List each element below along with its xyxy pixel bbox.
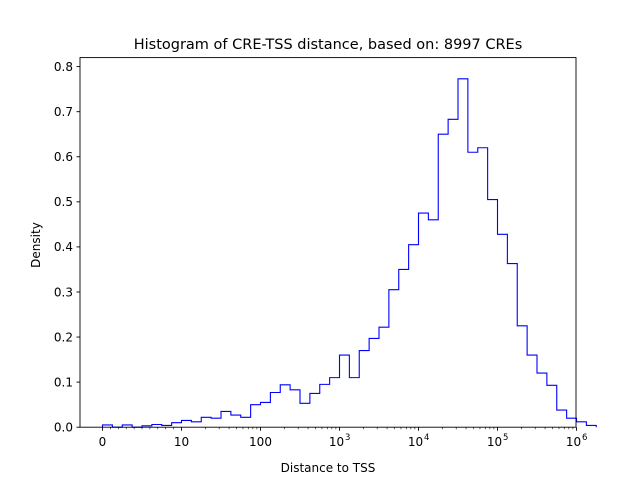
axes: 0.00.10.20.30.40.50.60.70.80 10 100 10 3 10 4 1… xyxy=(54,57,587,449)
y-tick-label: 0.6 xyxy=(54,150,73,164)
x-tick-label: 10 xyxy=(174,435,189,449)
y-axis-label: Density xyxy=(29,222,43,268)
x-tick-label: 10 xyxy=(566,435,581,449)
plot-frame xyxy=(79,57,577,428)
x-tick-label: 100 xyxy=(249,435,272,449)
y-tick-label: 0.0 xyxy=(54,421,73,435)
x-tick-exponent: 4 xyxy=(424,433,429,443)
x-tick-exponent: 6 xyxy=(582,433,587,443)
y-tick-label: 0.2 xyxy=(54,330,73,344)
x-tick-exponent: 3 xyxy=(345,433,350,443)
x-axis-label: Distance to TSS xyxy=(281,461,376,475)
x-tick-label: 10 xyxy=(408,435,423,449)
x-tick-exponent: 5 xyxy=(503,433,508,443)
histogram-outline xyxy=(101,78,597,428)
y-tick-label: 0.7 xyxy=(54,105,73,119)
y-tick-label: 0.1 xyxy=(54,375,73,389)
x-tick-label: 10 xyxy=(329,435,344,449)
y-tick-label: 0.5 xyxy=(54,195,73,209)
x-tick-label: 0 xyxy=(99,435,107,449)
y-tick-label: 0.4 xyxy=(54,240,73,254)
x-tick-label: 10 xyxy=(487,435,502,449)
chart-title: Histogram of CRE-TSS distance, based on:… xyxy=(134,37,523,53)
y-tick-label: 0.8 xyxy=(54,60,73,74)
histogram-steps xyxy=(101,78,597,428)
y-tick-label: 0.3 xyxy=(54,285,73,299)
